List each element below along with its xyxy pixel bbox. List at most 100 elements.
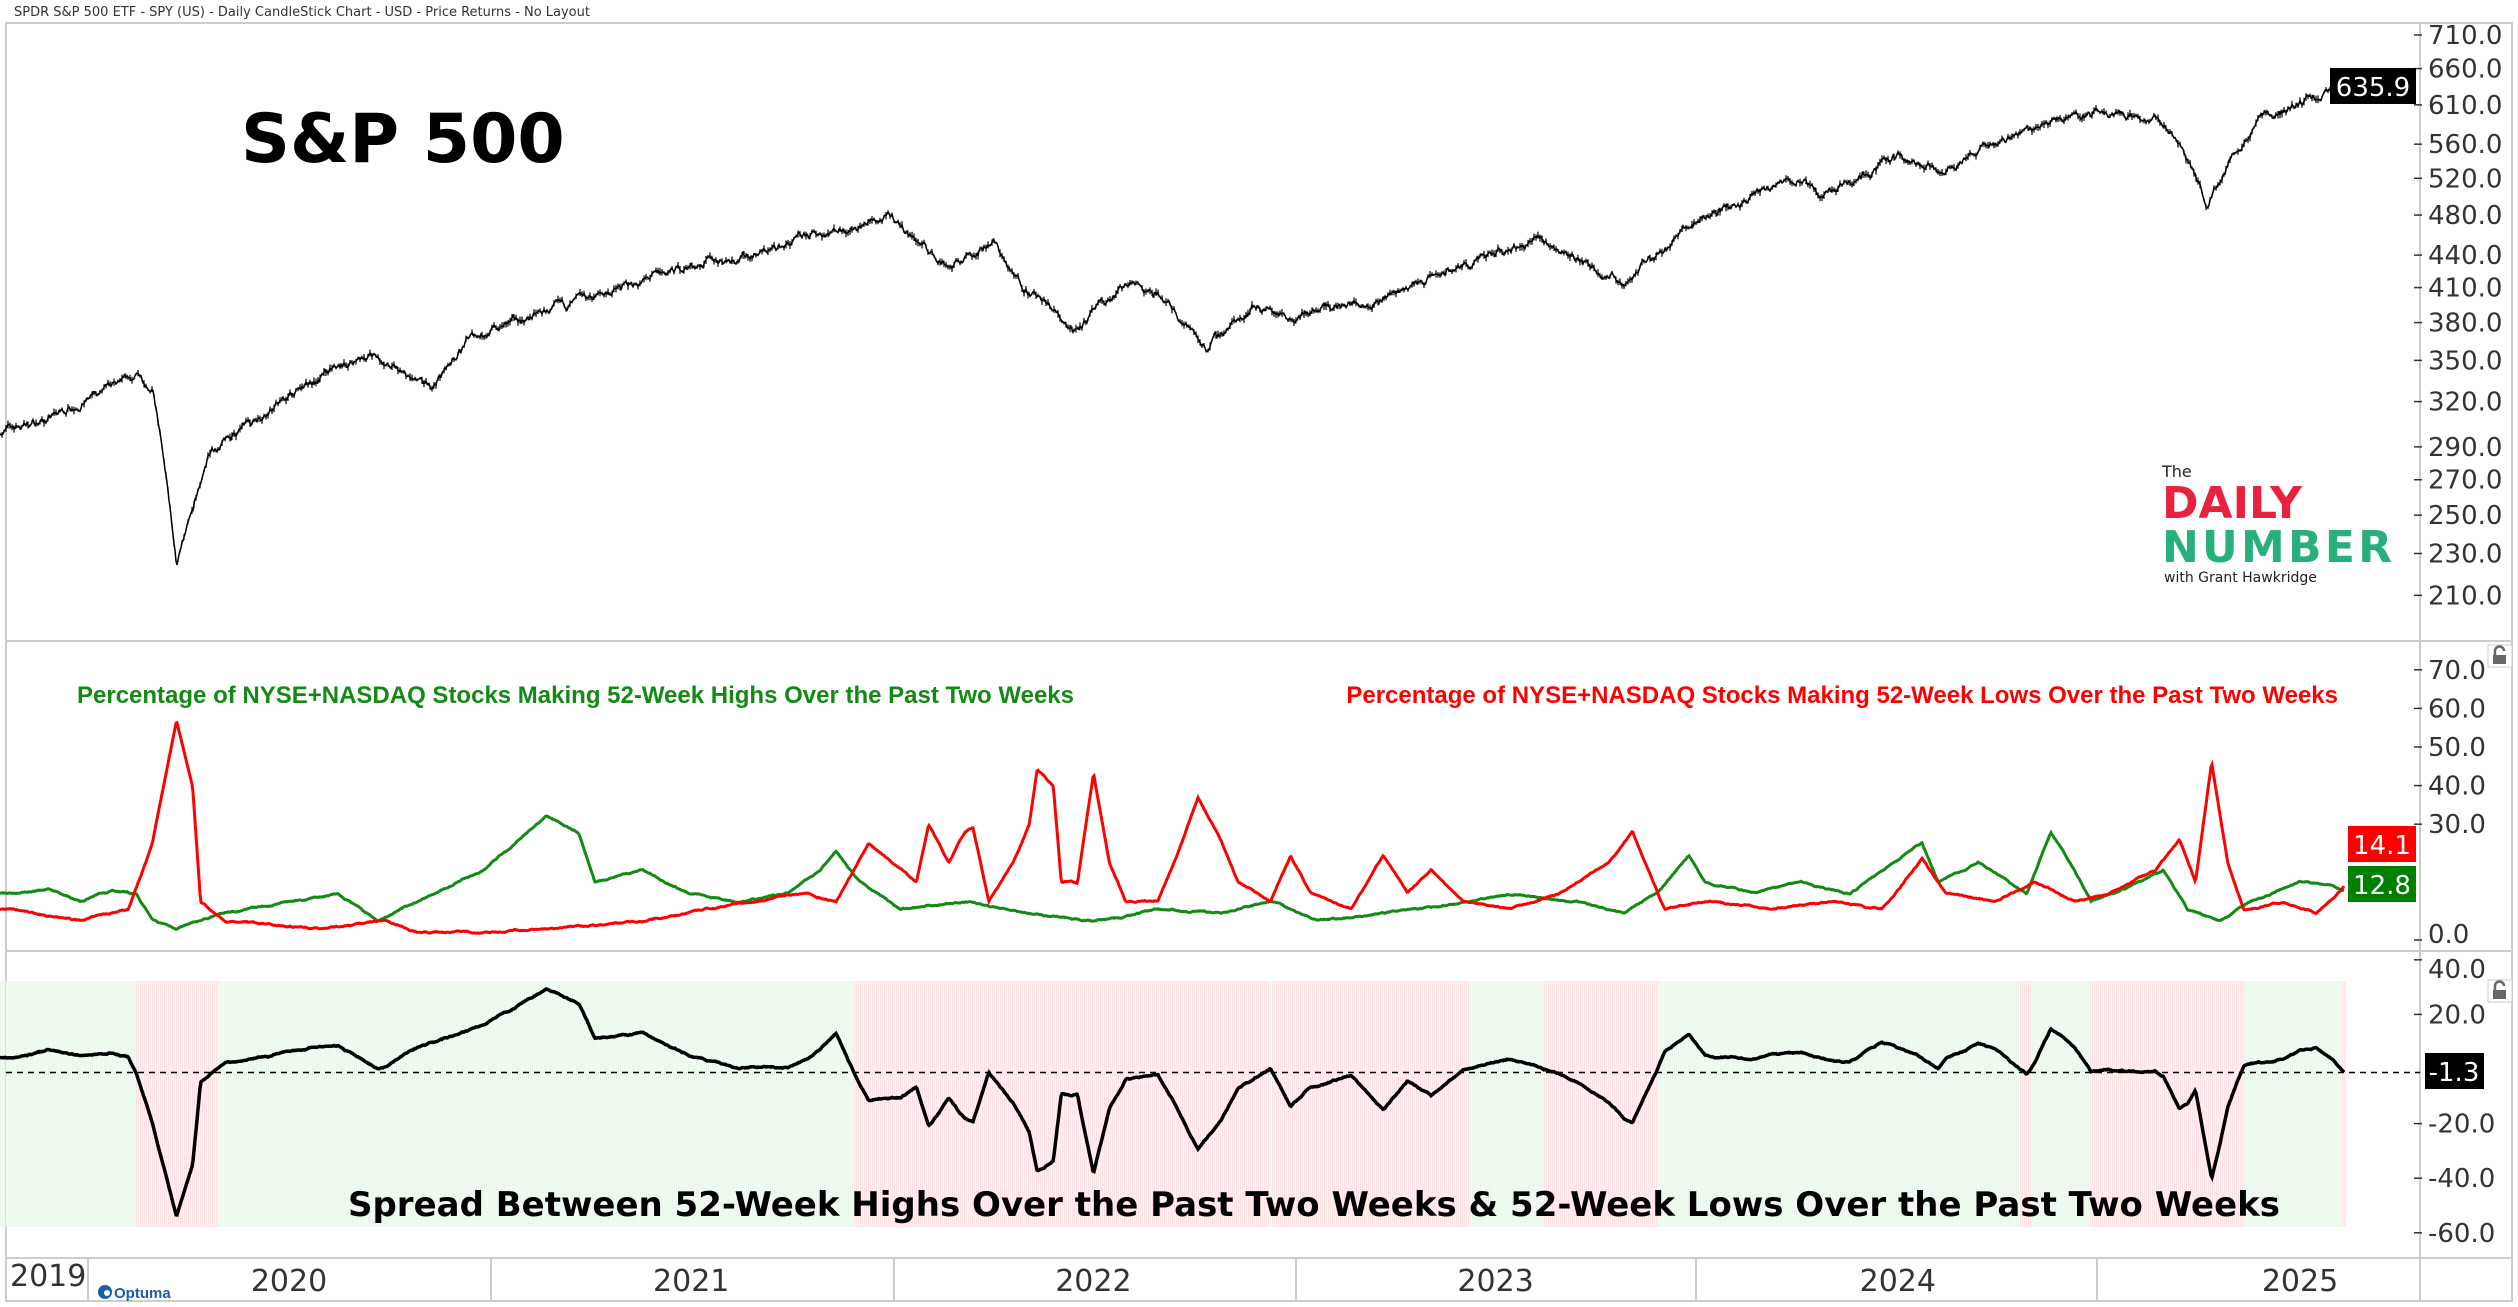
spread-shade-bar <box>1678 981 1680 1227</box>
spread-shade-bar <box>1156 981 1158 1227</box>
spread-shade-bar <box>1262 981 1264 1227</box>
spread-shade-bar <box>2234 981 2236 1227</box>
spread-shade-bar <box>2190 981 2192 1227</box>
spread-shade-bar <box>1452 981 1454 1227</box>
spread-shade-bar <box>1750 981 1752 1227</box>
spread-shade-bar <box>1812 981 1814 1227</box>
price-axis-label: 710.0 <box>2428 21 2502 51</box>
spread-shade-bar <box>838 981 840 1227</box>
spread-shade-bar <box>710 981 712 1227</box>
spread-shade-bar <box>1746 981 1748 1227</box>
spread-shade-bar <box>1424 981 1426 1227</box>
spread-shade-bar <box>1990 981 1992 1227</box>
spread-shade-bar <box>1666 981 1668 1227</box>
spread-shade-bar <box>676 981 678 1227</box>
spread-shade-bar <box>1836 981 1838 1227</box>
spread-shade-bar <box>492 981 494 1227</box>
spread-shade-bar <box>1002 981 1004 1227</box>
spread-shade-bar <box>1470 981 1472 1227</box>
spread-shade-bar <box>2322 981 2324 1227</box>
spread-shade-bar <box>548 981 550 1227</box>
spread-shade-bar <box>908 981 910 1227</box>
spread-shade-bar <box>1504 981 1506 1227</box>
spread-shade-bar <box>1858 981 1860 1227</box>
lock-icon[interactable] <box>2487 644 2513 668</box>
spread-shade-bar <box>236 981 238 1227</box>
spread-shade-bar <box>154 981 156 1227</box>
spread-shade-bar <box>66 981 68 1227</box>
spread-shade-bar <box>1466 981 1468 1227</box>
spread-shade-bar <box>46 981 48 1227</box>
spread-shade-bar <box>818 981 820 1227</box>
spread-shade-bar <box>1884 981 1886 1227</box>
spread-shade-bar <box>1476 981 1478 1227</box>
spread-shade-bar <box>392 981 394 1227</box>
spread-shade-bar <box>2208 981 2210 1227</box>
spread-shade-bar <box>986 981 988 1227</box>
spread-shade-bar <box>1788 981 1790 1227</box>
spread-shade-bar <box>520 981 522 1227</box>
spread-shade-bar <box>366 981 368 1227</box>
spread-shade-bar <box>1426 981 1428 1227</box>
spread-shade-bar <box>2090 981 2092 1227</box>
x-axis-label-2021: 2021 <box>653 1264 729 1299</box>
spread-shade-bar <box>860 981 862 1227</box>
spread-shade-bar <box>1932 981 1934 1227</box>
price-axis-label: 440.0 <box>2428 241 2502 271</box>
spread-shade-bar <box>420 981 422 1227</box>
spread-shade-bar <box>1866 981 1868 1227</box>
spread-shade-bar <box>1150 981 1152 1227</box>
spread-shade-bar <box>1868 981 1870 1227</box>
spread-shade-bar <box>1212 981 1214 1227</box>
spread-shade-bar <box>1382 981 1384 1227</box>
spread-shade-bar <box>182 981 184 1227</box>
spread-shade-bar <box>1128 981 1130 1227</box>
spread-shade-bar <box>2046 981 2048 1227</box>
spread-shade-bar <box>344 981 346 1227</box>
spread-shade-bar <box>842 981 844 1227</box>
spread-shade-bar <box>278 981 280 1227</box>
spread-shade-bar <box>1982 981 1984 1227</box>
spread-shade-bar <box>1372 981 1374 1227</box>
spread-shade-bar <box>1672 981 1674 1227</box>
spread-shade-bar <box>446 981 448 1227</box>
spread-shade-bar <box>1114 981 1116 1227</box>
spread-shade-bar <box>22 981 24 1227</box>
spread-shade-bar <box>2272 981 2274 1227</box>
spread-shade-bar <box>222 981 224 1227</box>
spread-shade-bar <box>194 981 196 1227</box>
spread-shade-bar <box>238 981 240 1227</box>
spread-shade-bar <box>1116 981 1118 1227</box>
spread-shade-bar <box>2286 981 2288 1227</box>
spread-shade-bar <box>118 981 120 1227</box>
spread-shade-bar <box>172 981 174 1227</box>
spread-shade-bar <box>594 981 596 1227</box>
spread-shade-bar <box>26 981 28 1227</box>
spread-shade-bar <box>600 981 602 1227</box>
spread-shade-bar <box>1948 981 1950 1227</box>
spread-shade-bar <box>1582 981 1584 1227</box>
spread-line <box>0 987 2346 1217</box>
spread-shade-bar <box>208 981 210 1227</box>
spread-shade-bar <box>806 981 808 1227</box>
x-axis-label-2024: 2024 <box>1860 1264 1936 1299</box>
spread-shade-bar <box>1808 981 1810 1227</box>
lock-icon[interactable] <box>2487 979 2513 1003</box>
spread-shade-bar <box>546 981 548 1227</box>
spread-shade-bar <box>130 981 132 1227</box>
spread-shade-bar <box>720 981 722 1227</box>
spread-shade-bar <box>132 981 134 1227</box>
spread-shade-bar <box>1738 981 1740 1227</box>
spread-shade-bar <box>64 981 66 1227</box>
spread-shade-bar <box>312 981 314 1227</box>
spread-shade-bar <box>1450 981 1452 1227</box>
spread-shade-bar <box>1200 981 1202 1227</box>
spread-shade-bar <box>432 981 434 1227</box>
spread-shade-bar <box>724 981 726 1227</box>
spread-shade-bar <box>2092 981 2094 1227</box>
spread-shade-bar <box>2338 981 2340 1227</box>
spread-shade-bar <box>1710 981 1712 1227</box>
spread-shade-bar <box>1042 981 1044 1227</box>
spread-shade-bar <box>2030 981 2032 1227</box>
spread-shade-bar <box>900 981 902 1227</box>
